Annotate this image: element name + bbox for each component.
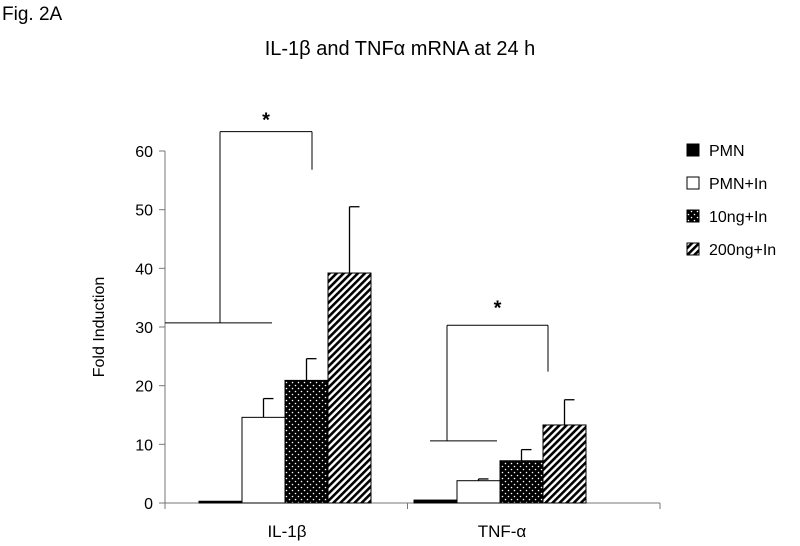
y-tick-label: 30 <box>135 320 153 337</box>
significance-marker: * <box>494 297 502 319</box>
legend-swatch <box>686 242 700 256</box>
chart-title: IL-1β and TNFα mRNA at 24 h <box>264 38 536 60</box>
bar <box>241 416 286 504</box>
bar <box>198 500 243 504</box>
y-tick-label: 20 <box>135 379 153 396</box>
legend-swatch <box>686 143 700 157</box>
bar <box>456 480 501 504</box>
bar <box>542 424 587 504</box>
legend-label: PMN <box>709 143 745 160</box>
x-category-label: TNF-α <box>478 522 527 541</box>
bar <box>327 272 372 504</box>
legend-label: 10ng+In <box>709 209 767 226</box>
legend-label: 200ng+In <box>709 242 776 259</box>
y-tick-label: 60 <box>135 144 153 161</box>
y-tick-label: 50 <box>135 203 153 220</box>
legend-swatch <box>686 176 700 190</box>
bar <box>499 460 544 504</box>
bar <box>413 499 458 504</box>
y-tick-label: 0 <box>144 496 153 513</box>
figure-label: Fig. 2A <box>2 4 63 25</box>
legend-swatch <box>686 209 700 223</box>
y-tick-label: 10 <box>135 437 153 454</box>
y-tick-label: 40 <box>135 261 153 278</box>
y-axis-label: Fold Induction <box>91 277 108 378</box>
legend-label: PMN+In <box>709 176 767 193</box>
x-category-label: IL-1β <box>267 522 306 541</box>
bar <box>284 379 329 504</box>
significance-marker: * <box>262 110 270 132</box>
